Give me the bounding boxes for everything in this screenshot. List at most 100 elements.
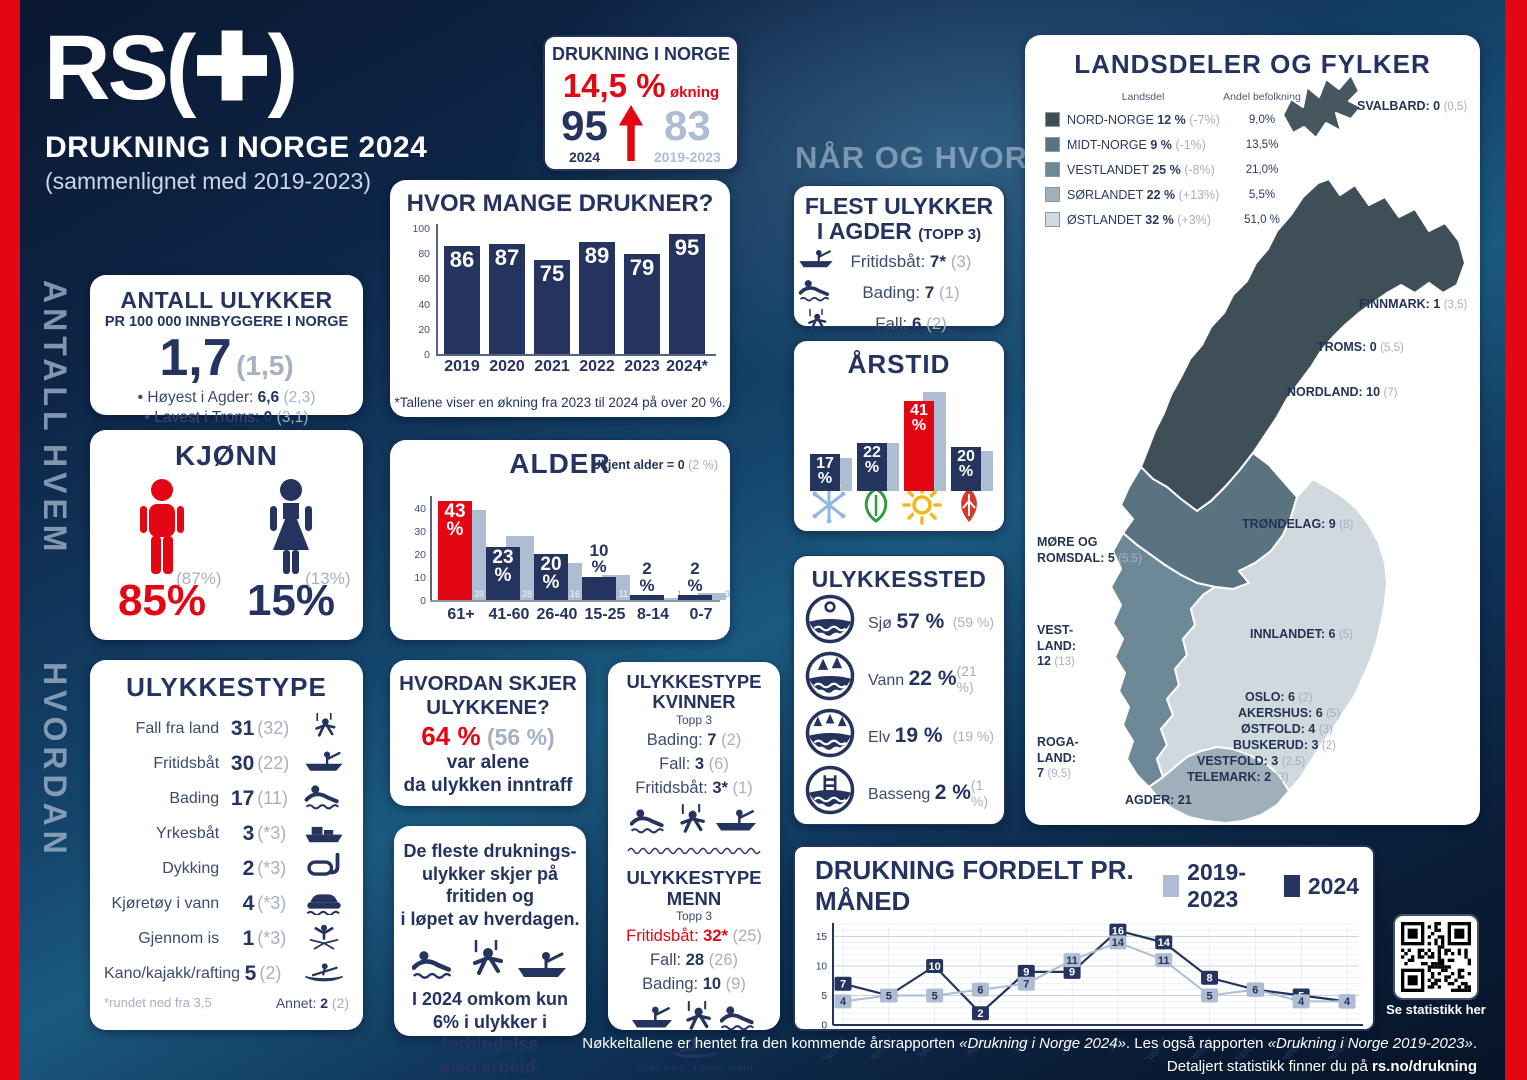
qr-module <box>1447 975 1451 979</box>
qr-module <box>1457 972 1461 976</box>
y-axis <box>436 224 438 354</box>
point-value: 5 <box>1206 990 1212 1002</box>
bar-2024 <box>630 595 664 600</box>
text-part: (2) <box>921 314 947 334</box>
qr-module <box>1451 958 1455 962</box>
legend-befolkning: 51,0 % <box>1244 213 1280 226</box>
text-part: Fritidsbåt: <box>635 778 713 797</box>
text-part: 3 <box>694 754 705 773</box>
menn-item: Bading: 10 (9) <box>608 973 780 997</box>
kjonn-title: KJØNN <box>174 440 278 471</box>
type-label: Bading <box>169 789 220 807</box>
alder-card: ALDER Ukjent alder = 0 (2 %) 0 10 20 30 40 39… <box>390 440 730 640</box>
bar-prev: 3 <box>698 589 730 600</box>
page-title: DRUKNING I NORGE 2024 <box>45 131 428 164</box>
monthly-legend: 2019-2023 2024 <box>1163 859 1359 913</box>
text-part: (2) <box>328 995 349 1011</box>
text-part: Annet: <box>275 995 321 1011</box>
rs-logo-text: RS( <box>44 17 196 119</box>
y-tick: 100 <box>412 223 430 235</box>
point-value: 7 <box>840 979 846 991</box>
ulykkestype-annet: Annet: 2 (2) <box>276 995 349 1011</box>
bar: 86 <box>444 245 480 354</box>
menn-title-2: MENN <box>666 887 722 909</box>
hvordan-line-1: var alene <box>446 752 530 774</box>
qr-module <box>1434 928 1438 932</box>
legend-swatch-2019-2023 <box>1163 875 1180 897</box>
bar: 95 <box>669 234 705 354</box>
y-axis <box>430 496 432 600</box>
rs-logo: RS(✚) <box>44 22 298 114</box>
point-value: 11 <box>1066 955 1078 967</box>
map-label-text: SVALBARD: 0 <box>1357 99 1444 113</box>
bar-value: 41% <box>904 402 934 433</box>
hvor-mange-title: HVOR MANGE DRUKNER? <box>406 190 714 217</box>
summary-previous: 83 2019-2023 <box>654 105 721 166</box>
pct-sign: % <box>817 469 833 487</box>
qr-module <box>1461 988 1465 992</box>
pct-number: 10 <box>589 541 609 560</box>
qr-module <box>1437 945 1441 949</box>
qr-module <box>1427 925 1431 929</box>
section-label-antall: ANTALL <box>37 280 73 436</box>
bar-prev: 1 <box>650 589 682 600</box>
ulykkestype-row: Kjøretøy i vann 4 (*3) <box>104 886 349 921</box>
map-label-text: LAND: <box>1037 750 1076 765</box>
text-part: . <box>1472 1035 1477 1052</box>
agder-item: Bading: 7 (1) <box>794 278 1004 309</box>
point-box <box>1017 964 1035 979</box>
map-label-prev: (3) <box>1274 772 1289 784</box>
point-value: 4 <box>1298 996 1305 1008</box>
dive-icon <box>304 853 344 880</box>
hvor-mange-chart: 0 20 40 60 80 100 86 2019 87 2020 75 2021 89 2022 79 20… <box>404 223 716 386</box>
qr-module <box>1407 948 1411 952</box>
bar-value: 87 <box>494 245 520 271</box>
agder-card: FLEST ULYKKER I AGDER (TOPP 3) Fritidsbå… <box>793 185 1005 352</box>
agder-item-text: Fritidsbåt: 7* (3) <box>838 251 984 274</box>
point-value: 10 <box>929 961 941 973</box>
ulykkestype-row: Kano/kajakk/rafting 5 (2) <box>104 956 349 991</box>
hvordan-line-2: da ulykken inntraff <box>403 774 573 796</box>
footer-line-1: Nøkkeltallene er hentet fra den kommende… <box>497 1033 1477 1056</box>
prev-count: 11 <box>618 588 628 599</box>
pct-sign: % <box>639 575 655 595</box>
legend-delta: (+13%) <box>1175 187 1220 202</box>
agder-title-1: FLEST ULYKKER <box>804 193 994 219</box>
qr-module <box>1447 948 1451 952</box>
qr-module <box>1427 935 1431 939</box>
text-part: (3,1) <box>272 409 309 427</box>
point-value: 14 <box>1158 937 1171 949</box>
ulykkessted-row: Elv 19 % (19 %) <box>804 707 994 764</box>
rs-logo-close: ) <box>267 17 299 119</box>
legend-label-2019-2023: 2019-2023 <box>1187 859 1246 912</box>
x-axis <box>430 600 720 602</box>
qr-module <box>1434 925 1438 929</box>
text-part: (25) <box>727 927 762 946</box>
menn-item: Fall: 28 (26) <box>608 949 780 973</box>
qr-module <box>1431 985 1435 989</box>
map-region-ostlandet <box>1156 478 1388 792</box>
bar-value: 95 <box>674 235 700 261</box>
text-part: (2) <box>716 730 742 749</box>
point-box <box>1201 988 1219 1003</box>
pct-number: 43 <box>444 501 466 523</box>
swimmer-icon <box>412 948 456 980</box>
x-axis <box>436 354 716 356</box>
legend-delta: (-8%) <box>1180 162 1215 177</box>
text-part: (2,3) <box>279 389 316 406</box>
type-prev: (32) <box>257 718 290 738</box>
point-value: 5 <box>932 990 938 1002</box>
qr-module <box>1427 948 1431 952</box>
agder-item-text: Fall: 6 (2) <box>838 313 984 336</box>
bar-2024: 43% <box>438 501 472 600</box>
arstid-title: ÅRSTID <box>847 349 951 379</box>
qr-module <box>1431 932 1435 936</box>
text-part: Fall: <box>659 754 695 773</box>
qr-module <box>1424 962 1428 966</box>
y-tick: 0 <box>424 349 430 361</box>
point-value: 14 <box>1112 937 1125 949</box>
left-red-border <box>0 0 20 1080</box>
map-label: AKERSHUS: 6 (5) <box>1238 706 1340 722</box>
bar-2024: 23% <box>486 547 520 600</box>
